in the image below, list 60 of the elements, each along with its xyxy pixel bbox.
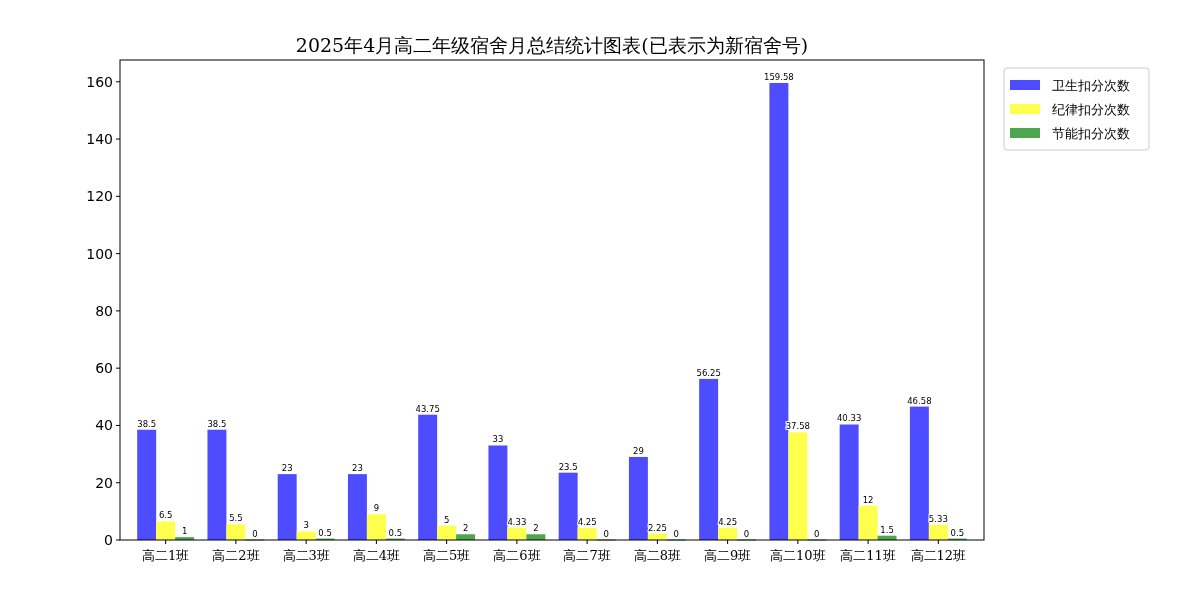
- data-label: 5.33: [928, 513, 948, 524]
- legend-label: 卫生扣分次数: [1052, 78, 1130, 93]
- data-label: 2: [533, 523, 539, 534]
- data-label: 1: [181, 526, 188, 537]
- data-label: 29: [632, 445, 644, 456]
- chart-title: 2025年4月高二年级宿舍月总结统计图表(已表示为新宿舍号): [295, 34, 809, 56]
- data-label: 6.5: [158, 510, 173, 521]
- x-tick-label: 高二7班: [563, 548, 611, 563]
- data-label: 5.5: [229, 513, 243, 524]
- data-label: 159.58: [764, 71, 794, 82]
- y-tick-label: 40: [95, 417, 113, 434]
- data-label: 0.5: [950, 527, 965, 538]
- data-label: 0: [743, 529, 750, 539]
- legend-label: 节能扣分次数: [1052, 126, 1130, 141]
- data-label: 4.25: [577, 516, 597, 527]
- y-tick-label: 80: [95, 302, 113, 319]
- y-tick-label: 60: [95, 360, 113, 377]
- data-label: 56.25: [696, 367, 721, 378]
- data-label: 4.33: [507, 516, 527, 527]
- y-tick-label: 160: [86, 73, 113, 90]
- data-label: 23: [352, 463, 363, 474]
- data-label: 1.5: [880, 524, 894, 535]
- x-tick-label: 高二3班: [282, 548, 330, 563]
- data-label: 46.58: [907, 395, 932, 406]
- data-label: 2: [462, 523, 469, 534]
- y-tick-label: 0: [104, 532, 113, 548]
- y-tick-label: 20: [95, 474, 113, 491]
- x-tick-label: 高二1班: [142, 548, 190, 563]
- x-tick-label: 高二8班: [633, 548, 682, 563]
- x-tick-label: 高二9班: [703, 548, 752, 563]
- data-label: 0.5: [318, 527, 332, 538]
- y-tick-label: 140: [86, 131, 113, 148]
- x-tick-label: 高二10班: [770, 548, 826, 563]
- data-label: 12: [862, 494, 874, 505]
- data-label: 0: [814, 529, 820, 539]
- data-label: 23: [281, 463, 293, 474]
- data-label: 33: [492, 434, 504, 445]
- y-tick-label: 100: [86, 245, 113, 262]
- data-label: 9: [373, 503, 380, 514]
- x-tick-label: 高二4班: [352, 548, 401, 563]
- y-tick-label: 120: [86, 188, 113, 205]
- x-tick-label: 高二5班: [422, 548, 471, 563]
- x-tick-label: 高二12班: [910, 548, 967, 563]
- data-label: 38.5: [137, 418, 157, 429]
- data-label: 5: [443, 514, 450, 525]
- x-tick-label: 高二6班: [493, 548, 541, 563]
- data-label: 0.5: [388, 527, 403, 538]
- x-tick-label: 高二11班: [840, 548, 896, 563]
- data-label: 38.5: [207, 418, 227, 429]
- data-label: 0: [252, 529, 258, 539]
- data-label: 0: [673, 529, 680, 539]
- data-label: 43.75: [415, 403, 440, 414]
- data-label: 2.25: [647, 522, 667, 533]
- data-label: 0: [603, 529, 609, 539]
- data-label: 3: [303, 520, 309, 531]
- data-label: 23.5: [558, 461, 578, 472]
- x-tick-label: 高二2班: [212, 548, 260, 563]
- data-label: 40.33: [836, 413, 862, 424]
- data-label: 4.25: [718, 516, 738, 527]
- legend-label: 纪律扣分次数: [1052, 102, 1130, 117]
